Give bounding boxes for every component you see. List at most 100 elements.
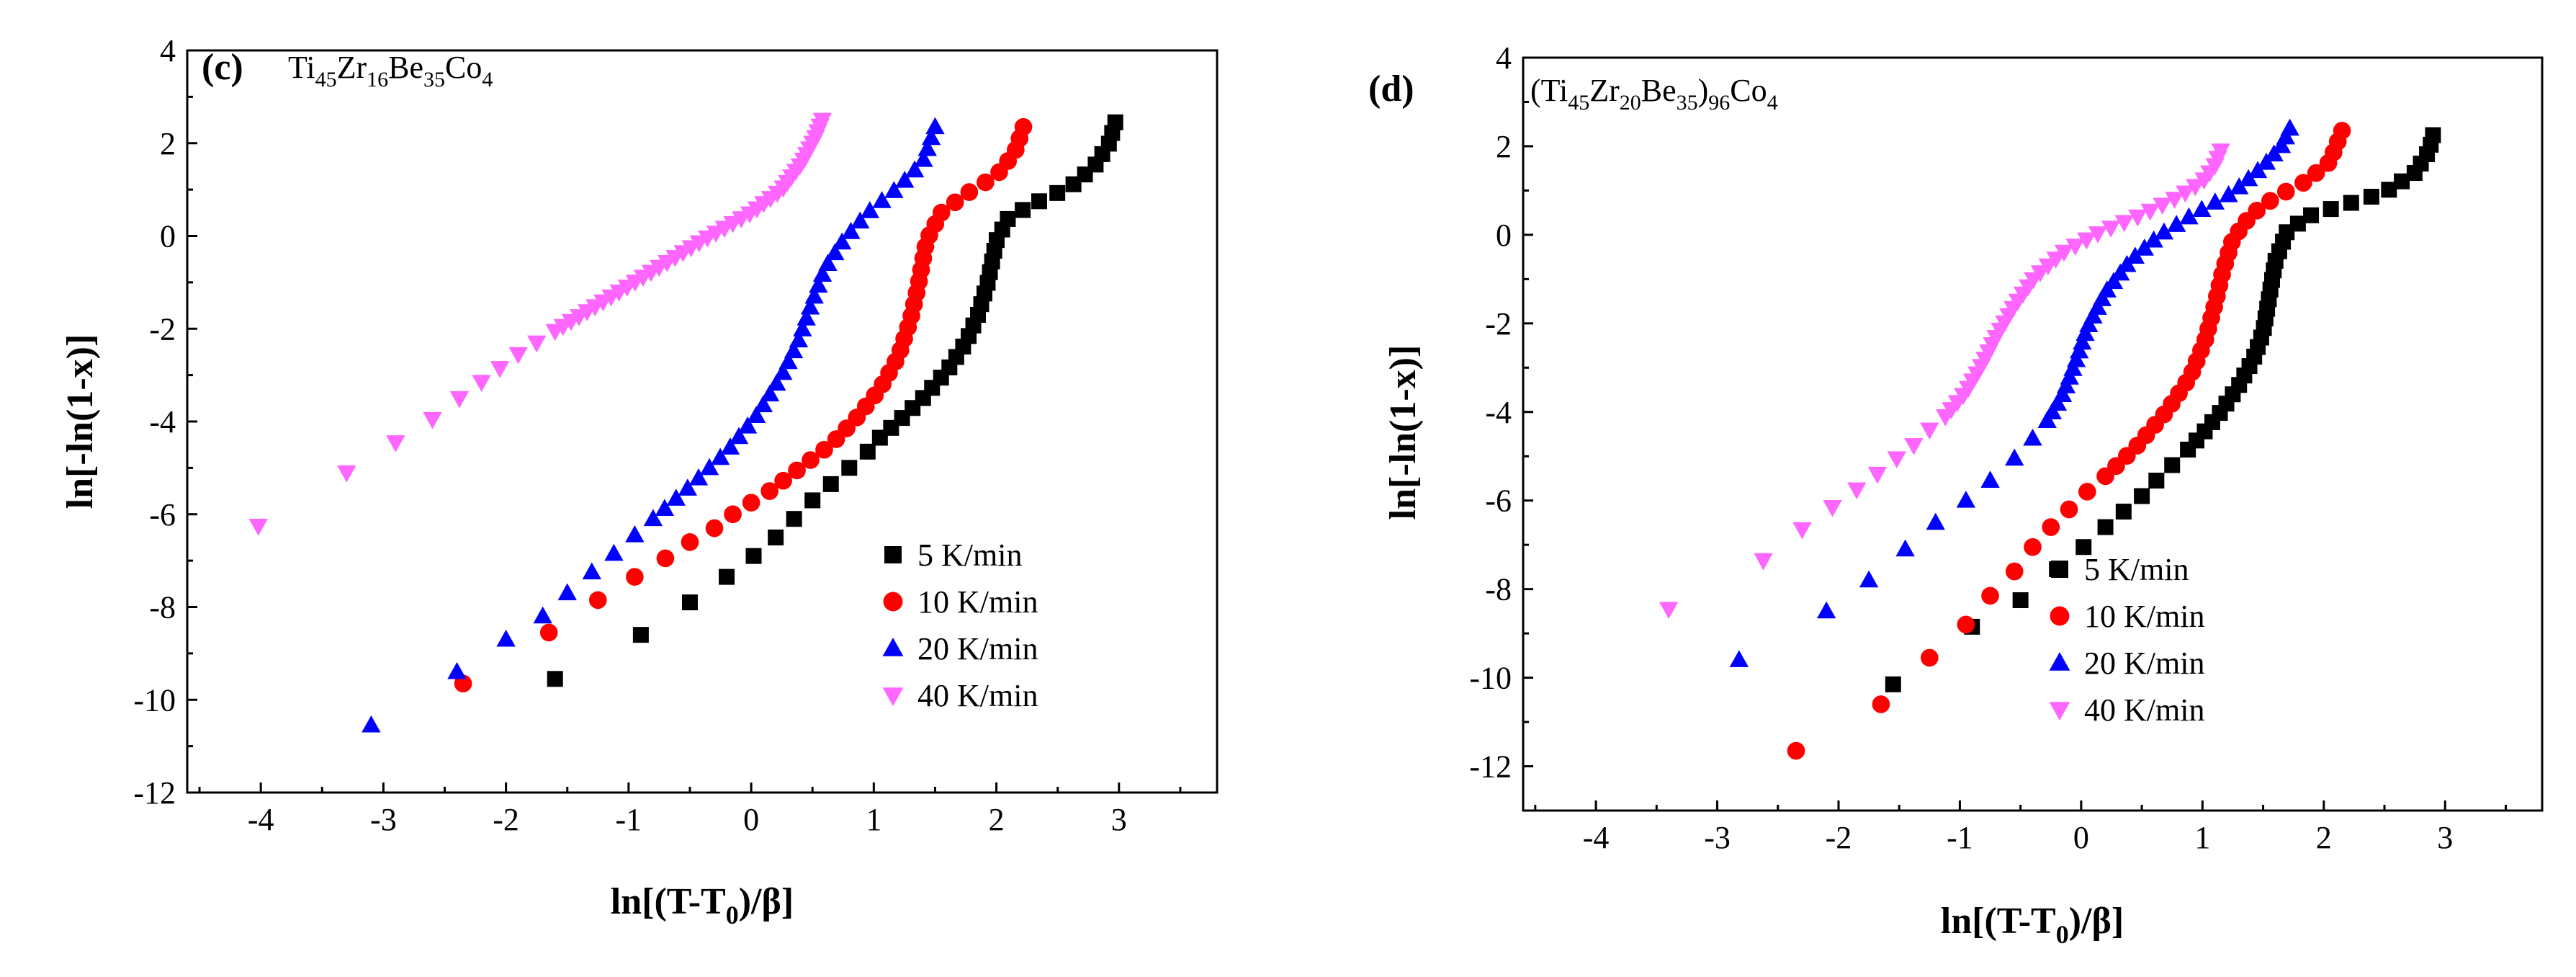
data-point [2153,197,2172,215]
legend: 5 K/min 10 K/min 20 K/min 40 K/min [882,537,1038,713]
data-point [2075,324,2095,342]
x-tick-label: -1 [1947,820,1973,855]
composition-label: (Ti45Zr20Be35)96Co4 [1530,73,1778,115]
data-point [508,347,528,365]
x-tick-label: 1 [866,802,881,837]
data-point [2176,185,2195,203]
series-5-k-min [1885,127,2441,692]
data-point [2005,562,2024,581]
data-point [1107,114,1123,130]
legend: 5 K/min 10 K/min 20 K/min 40 K/min [2049,552,2204,728]
x-ticks: -4 -3 -2 -1 0 1 2 3 [198,782,1182,837]
data-point [1816,601,1836,619]
data-point [533,606,552,624]
plot-frame [1522,56,2544,812]
series-20-k-min [362,117,945,733]
data-point [800,297,820,315]
data-point [1904,437,1924,455]
y-tick-label: -10 [1469,661,1512,696]
data-point [1920,648,1939,667]
data-point [2088,298,2107,315]
data-point [742,494,760,512]
legend-label: 5 K/min [2084,552,2189,587]
y-axis-label: ln[-ln(1-x)] [1383,345,1424,520]
series-40-k-min [1659,143,2230,620]
data-point [1659,602,1679,620]
data-point [841,222,861,239]
data-point [1872,695,1890,713]
legend-marker [882,638,904,656]
y-axis-label: ln[-ln(1-x)] [60,334,101,509]
y-tick-label: -6 [1485,483,1512,519]
series-20-k-min [1729,118,2299,667]
data-point [786,511,802,527]
legend-marker [2050,606,2070,626]
data-point [2012,592,2029,609]
data-points [248,112,1123,733]
data-point [2065,238,2085,256]
data-point [632,627,649,643]
data-point [719,568,735,585]
data-point [423,411,442,429]
data-point [2060,367,2079,385]
y-tick-label: 4 [160,33,176,68]
y-tick-label: -6 [149,497,176,532]
data-point [822,476,839,492]
data-point [2037,411,2057,428]
data-point [760,384,780,402]
data-point [2363,189,2379,205]
data-point [2303,207,2320,223]
legend-label: 10 K/min [917,584,1038,620]
data-point [1823,500,1842,517]
data-point [2381,182,2397,198]
data-point [946,193,964,212]
data-point [788,461,806,480]
x-axis-label: ln[(T-T0)/β] [611,881,794,929]
data-point [655,499,675,517]
data-point [2088,226,2108,244]
plot-frame [186,49,1219,794]
data-point [745,548,762,564]
data-point [793,319,812,336]
y-tick-label: -12 [133,775,176,811]
data-point [472,375,491,393]
data-point [454,674,472,693]
data-point [2394,173,2410,189]
series-5-k-min [547,114,1123,687]
data-point [2154,222,2174,240]
y-tick-label: 2 [1496,129,1512,164]
panel-label: (c) [202,47,243,88]
x-tick-label: -4 [248,802,274,837]
data-point [767,373,786,391]
legend-label: 5 K/min [917,537,1022,573]
x-ticks: -4 -3 -2 -1 0 1 2 3 [1534,800,2507,855]
x-tick-label: 2 [2316,820,2332,855]
data-point [604,543,624,561]
data-point [2144,230,2163,248]
data-point [2114,215,2134,233]
data-point [796,308,816,326]
y-tick-label: -2 [1485,306,1512,342]
data-point [921,128,941,146]
data-point [1049,184,1066,201]
series-40-k-min [248,112,833,536]
data-point [1014,117,1033,136]
data-point [1015,202,1031,218]
data-point [2164,457,2181,473]
x-tick-label: -3 [370,802,397,837]
data-point [1957,615,1975,634]
legend-marker [2051,561,2068,578]
data-point [2083,306,2103,324]
legend-marker [883,592,903,612]
data-point [960,183,979,201]
data-point [2186,179,2205,197]
data-point [859,443,876,460]
legend-label: 40 K/min [2084,692,2204,728]
data-point [2165,192,2184,209]
data-point [2205,192,2225,210]
data-point [2280,118,2299,136]
data-point [932,203,951,222]
data-point [547,671,563,687]
data-point [588,591,607,610]
data-point [802,451,820,469]
